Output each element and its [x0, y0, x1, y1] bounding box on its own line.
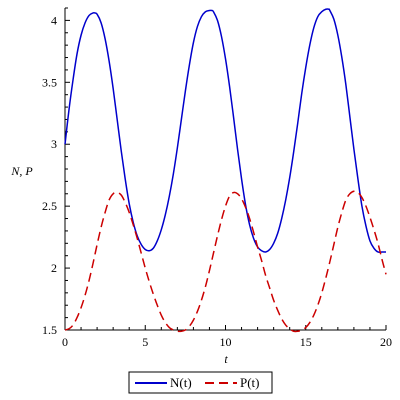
- axes: 0 5 10 15 20 1.5 2 2.5 3 3.5 4: [42, 7, 392, 349]
- y-tick-label: 3.5: [42, 75, 57, 89]
- x-tick-label: 10: [220, 335, 232, 349]
- legend: N(t) P(t): [128, 371, 273, 394]
- legend-label-n: N(t): [170, 375, 192, 390]
- y-tick-label: 4: [51, 13, 57, 27]
- series-line-n: [64, 8, 386, 254]
- legend-label-p: P(t): [240, 375, 260, 390]
- x-tick-label: 5: [142, 335, 148, 349]
- y-tick-label: 2: [51, 261, 57, 275]
- x-tick-label: 0: [62, 335, 68, 349]
- x-tick-label: 20: [380, 335, 392, 349]
- series-line-p: [64, 190, 387, 333]
- y-tick-label: 3: [51, 137, 57, 151]
- y-tick-label: 2.5: [42, 199, 57, 213]
- x-tick-label: 15: [300, 335, 312, 349]
- y-tick-label: 1.5: [42, 323, 57, 337]
- series-layer: [64, 8, 387, 333]
- x-axis-label: t: [224, 352, 228, 366]
- legend-box: [128, 371, 273, 394]
- y-axis-label: N, P: [10, 164, 33, 178]
